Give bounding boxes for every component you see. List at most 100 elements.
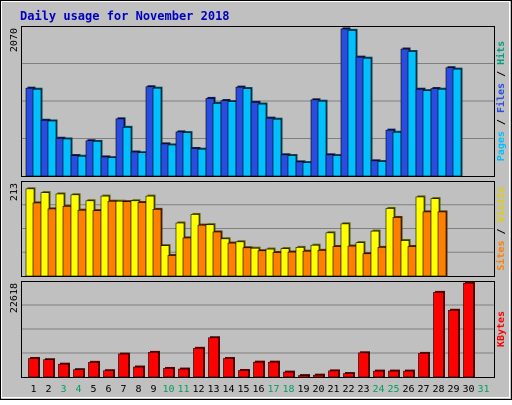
bar-top-files-day-22 bbox=[347, 30, 357, 177]
bar-middle-sites-day-28 bbox=[437, 211, 447, 277]
bar-top-files-day-6 bbox=[107, 157, 117, 177]
x-tick-label-day-25: 25 bbox=[387, 384, 399, 395]
right-axis-label-2: KBytes bbox=[496, 311, 507, 347]
bar-middle-sites-day-1 bbox=[32, 202, 42, 277]
bar-bottom-kbytes-day-10 bbox=[163, 368, 174, 378]
bar-middle-sites-day-16 bbox=[257, 250, 267, 277]
right-axis-label-0-part-3: / bbox=[496, 65, 507, 83]
bar-top-files-day-29 bbox=[452, 68, 462, 177]
bar-middle-sites-day-27 bbox=[422, 211, 432, 277]
x-tick-label-day-4: 4 bbox=[75, 384, 81, 395]
bar-bottom-kbytes-day-8 bbox=[133, 366, 144, 378]
bar-middle-sites-day-18 bbox=[287, 251, 297, 277]
x-tick-label-day-19: 19 bbox=[297, 384, 309, 395]
bar-top-files-day-25 bbox=[392, 131, 402, 177]
x-tick-label-day-11: 11 bbox=[177, 384, 189, 395]
x-tick-label-day-2: 2 bbox=[45, 384, 51, 395]
bar-bottom-kbytes-day-11 bbox=[178, 368, 189, 378]
right-axis-label-0-part-2: Files bbox=[495, 83, 507, 113]
bar-bottom-kbytes-day-2 bbox=[43, 359, 54, 378]
x-tick-label-day-13: 13 bbox=[207, 384, 219, 395]
bar-top-files-day-17 bbox=[272, 118, 282, 177]
right-axis-label-2-part-0: KBytes bbox=[496, 311, 507, 347]
bar-bottom-kbytes-day-1 bbox=[28, 358, 39, 378]
bar-middle-sites-day-15 bbox=[242, 247, 252, 277]
bar-bottom-kbytes-day-17 bbox=[268, 361, 279, 378]
x-tick-label-day-20: 20 bbox=[312, 384, 324, 395]
x-tick-label-day-12: 12 bbox=[192, 384, 204, 395]
right-axis-label-1-part-0: Sites bbox=[495, 241, 507, 271]
bar-middle-sites-day-25 bbox=[392, 217, 402, 277]
bar-top-files-day-2 bbox=[47, 120, 57, 177]
x-tick-label-day-3: 3 bbox=[60, 384, 66, 395]
bar-top-files-day-12 bbox=[197, 148, 207, 177]
bar-middle-sites-day-2 bbox=[47, 208, 57, 277]
x-tick-label-day-30: 30 bbox=[462, 384, 474, 395]
bar-bottom-kbytes-day-30 bbox=[463, 282, 474, 378]
bar-middle-sites-day-23 bbox=[362, 253, 372, 277]
bar-middle-sites-day-24 bbox=[377, 247, 387, 277]
x-tick-label-day-6: 6 bbox=[105, 384, 111, 395]
x-tick-label-day-28: 28 bbox=[432, 384, 444, 395]
bar-top-files-day-11 bbox=[182, 132, 192, 177]
bar-top-files-day-28 bbox=[437, 88, 447, 177]
x-tick-label-day-10: 10 bbox=[162, 384, 174, 395]
bar-middle-sites-day-22 bbox=[347, 245, 357, 277]
bar-top-files-day-10 bbox=[167, 144, 177, 177]
bar-bottom-kbytes-day-18 bbox=[283, 371, 294, 378]
bar-bottom-kbytes-day-29 bbox=[448, 309, 459, 378]
bar-bottom-kbytes-day-20 bbox=[313, 374, 324, 378]
panel-top-ymax-label: 2070 bbox=[9, 28, 20, 52]
right-axis-label-0: Pages / Files / Hits bbox=[495, 41, 507, 161]
bar-bottom-kbytes-day-3 bbox=[58, 363, 69, 378]
bar-top-files-day-19 bbox=[302, 162, 312, 177]
bar-top-files-day-24 bbox=[377, 161, 387, 177]
x-tick-label-day-23: 23 bbox=[357, 384, 369, 395]
bar-middle-sites-day-8 bbox=[137, 202, 147, 277]
bar-middle-sites-day-20 bbox=[317, 250, 327, 277]
bar-top-files-day-18 bbox=[287, 155, 297, 177]
x-tick-label-day-18: 18 bbox=[282, 384, 294, 395]
bar-top-files-day-16 bbox=[257, 103, 267, 177]
bar-bottom-kbytes-day-4 bbox=[73, 369, 84, 378]
bar-top-files-day-15 bbox=[242, 88, 252, 177]
bar-top-files-day-9 bbox=[152, 87, 162, 177]
bar-bottom-kbytes-day-15 bbox=[238, 370, 249, 378]
bar-middle-sites-day-3 bbox=[62, 206, 72, 277]
panel-middle-ymax-label: 213 bbox=[9, 183, 20, 201]
bar-bottom-kbytes-day-28 bbox=[433, 292, 444, 378]
chart-title: Daily usage for November 2018 bbox=[20, 9, 230, 23]
bar-bottom-kbytes-day-26 bbox=[403, 370, 414, 378]
bar-middle-sites-day-13 bbox=[212, 231, 222, 277]
x-tick-label-day-5: 5 bbox=[90, 384, 96, 395]
x-tick-label-day-24: 24 bbox=[372, 384, 384, 395]
x-tick-label-day-21: 21 bbox=[327, 384, 339, 395]
bar-middle-sites-day-14 bbox=[227, 242, 237, 277]
bar-bottom-kbytes-day-9 bbox=[148, 352, 159, 378]
bar-top-files-day-8 bbox=[137, 152, 147, 177]
bar-bottom-kbytes-day-6 bbox=[103, 370, 114, 378]
bar-top-files-day-14 bbox=[227, 101, 237, 177]
bar-middle-sites-day-21 bbox=[332, 246, 342, 277]
x-tick-label-day-27: 27 bbox=[417, 384, 429, 395]
panels-layer bbox=[21, 26, 495, 378]
bar-middle-sites-day-5 bbox=[92, 210, 102, 277]
bar-top-files-day-7 bbox=[122, 127, 132, 177]
bar-bottom-kbytes-day-22 bbox=[343, 373, 354, 378]
bar-middle-sites-day-26 bbox=[407, 246, 417, 277]
right-axis-label-0-part-1: / bbox=[496, 113, 507, 131]
bar-top-files-day-27 bbox=[422, 90, 432, 177]
chart-bevel-light bbox=[1, 1, 510, 398]
right-axis-label-1-part-1: / bbox=[496, 222, 507, 240]
bar-bottom-kbytes-day-19 bbox=[298, 375, 309, 378]
bar-middle-sites-day-6 bbox=[107, 200, 117, 277]
x-tick-label-day-9: 9 bbox=[150, 384, 156, 395]
bar-middle-sites-day-17 bbox=[272, 252, 282, 277]
bar-top-files-day-20 bbox=[317, 100, 327, 177]
panel-bottom-ymax-label: 22618 bbox=[9, 283, 20, 313]
x-tick-label-day-15: 15 bbox=[237, 384, 249, 395]
x-tick-label-day-7: 7 bbox=[120, 384, 126, 395]
bar-middle-sites-day-4 bbox=[77, 209, 87, 277]
x-tick-label-day-22: 22 bbox=[342, 384, 354, 395]
